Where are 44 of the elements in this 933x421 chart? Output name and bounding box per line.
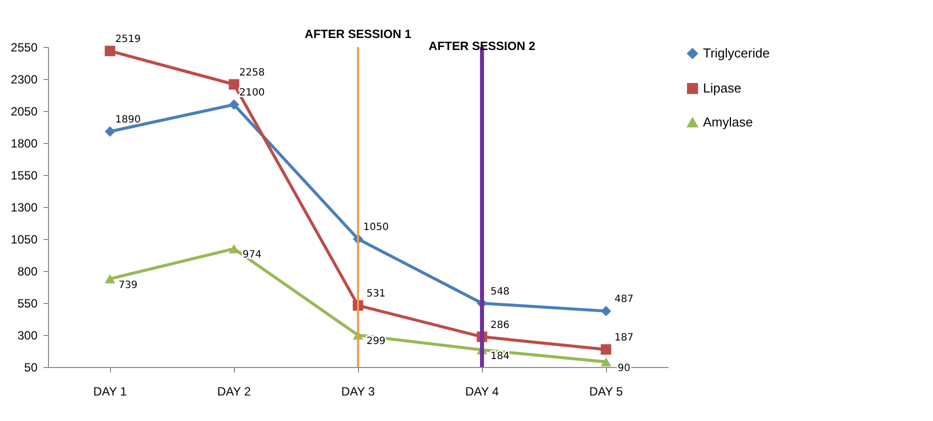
ref-line-label: AFTER SESSION 1 bbox=[304, 27, 412, 41]
y-tick-label: 50 bbox=[24, 360, 38, 374]
x-tick-label: DAY 3 bbox=[341, 384, 376, 398]
y-tick-label: 1800 bbox=[10, 136, 38, 150]
data-label: 548 bbox=[490, 286, 510, 298]
data-label: 90 bbox=[618, 362, 630, 374]
legend-label: Amylase bbox=[703, 114, 753, 130]
y-tick-label: 1300 bbox=[10, 200, 38, 214]
point bbox=[104, 274, 116, 284]
point bbox=[228, 99, 240, 110]
x-tick-label: DAY 1 bbox=[93, 384, 128, 398]
data-label: 1050 bbox=[363, 222, 389, 233]
data-label: 487 bbox=[614, 294, 634, 306]
y-tick-label: 1050 bbox=[10, 232, 38, 246]
y-tick-label: 2300 bbox=[10, 72, 38, 86]
legend-label: Triglyceride bbox=[703, 46, 770, 60]
point bbox=[600, 306, 612, 316]
data-label: 1890 bbox=[115, 114, 141, 126]
ref-line-label: AFTER SESSION 2 bbox=[428, 39, 536, 53]
point bbox=[600, 344, 612, 355]
point bbox=[104, 46, 116, 56]
point bbox=[600, 357, 612, 366]
y-tick-label: 1550 bbox=[10, 168, 38, 182]
data-label: 2519 bbox=[115, 34, 141, 45]
y-tick-label: 2550 bbox=[10, 40, 38, 54]
data-label: 2100 bbox=[239, 88, 265, 99]
y-tick-label: 550 bbox=[17, 296, 38, 310]
data-label: 531 bbox=[366, 288, 386, 300]
point bbox=[228, 244, 240, 254]
y-tick-label: 800 bbox=[17, 264, 38, 278]
y-tick-label: 2050 bbox=[10, 104, 38, 118]
x-tick-label: DAY 4 bbox=[465, 384, 500, 398]
data-label: 2258 bbox=[239, 67, 265, 78]
data-label: 739 bbox=[118, 280, 138, 291]
legend-label: Lipase bbox=[703, 80, 742, 96]
point bbox=[228, 79, 240, 90]
data-label: 299 bbox=[366, 336, 386, 348]
x-tick-label: DAY 5 bbox=[589, 384, 624, 398]
data-label: 286 bbox=[490, 320, 510, 331]
x-tick-label: DAY 2 bbox=[217, 384, 252, 398]
point bbox=[104, 126, 116, 137]
data-label: 187 bbox=[614, 332, 634, 344]
data-label: 184 bbox=[490, 350, 510, 362]
y-tick-label: 300 bbox=[17, 328, 38, 342]
